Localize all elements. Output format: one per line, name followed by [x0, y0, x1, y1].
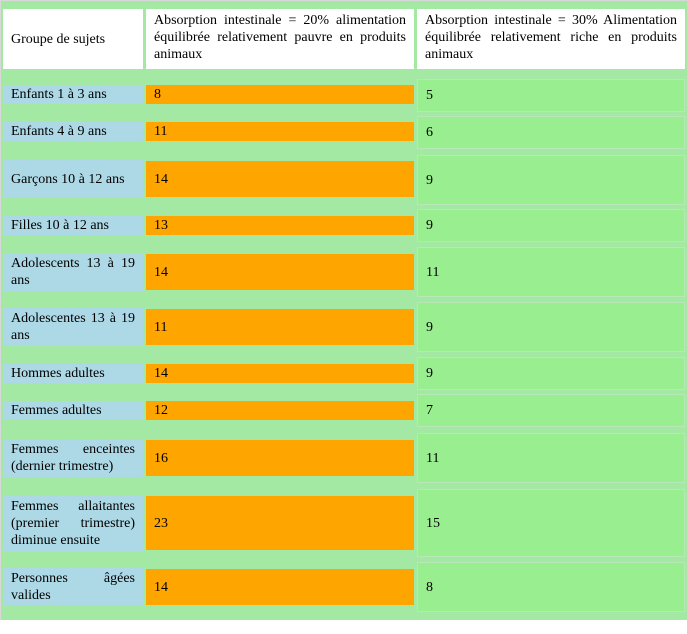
table-row-low: 13	[146, 216, 414, 235]
table-row-low: 23	[146, 496, 414, 550]
table-row-group: Garçons 10 à 12 ans	[3, 160, 143, 198]
low-value: 12	[154, 403, 168, 418]
group-label: Femmes adultes	[11, 403, 102, 418]
table-row-group: Femmes adultes	[3, 401, 143, 420]
table-row-high: 5	[417, 79, 685, 112]
table-row-group: Enfants 1 à 3 ans	[3, 85, 143, 104]
high-value: 9	[426, 218, 433, 233]
table-row-group: Enfants 4 à 9 ans	[3, 122, 143, 141]
table-row-low: 14	[146, 161, 414, 197]
table-row-low: 14	[146, 364, 414, 383]
high-value: 9	[426, 319, 433, 335]
table-row-high: 9	[417, 302, 685, 352]
group-label: Garçons 10 à 12 ans	[11, 171, 125, 187]
table-row-high: 15	[417, 489, 685, 557]
table-row-high: 7	[417, 394, 685, 427]
group-label: Femmes allaitantes (premier trimestre) d…	[11, 498, 135, 548]
table-row-group: Adolescents 13 à 19 ans	[3, 253, 143, 291]
table-row-high: 9	[417, 155, 685, 205]
data-table: Groupe de sujets Absorption intestinale …	[0, 0, 687, 620]
high-value: 5	[426, 88, 433, 103]
high-value: 8	[426, 579, 433, 595]
low-value: 13	[154, 218, 168, 233]
header-high-text: Absorption intestinale = 30% Alimentatio…	[425, 13, 677, 62]
table-row-high: 9	[417, 357, 685, 390]
high-value: 7	[426, 403, 433, 418]
table-row-group: Hommes adultes	[3, 364, 143, 383]
header-low-text: Absorption intestinale = 20% alimentatio…	[154, 13, 406, 62]
table-row-low: 16	[146, 440, 414, 476]
high-value: 15	[426, 515, 440, 531]
table-row-group: Adolescentes 13 à 19 ans	[3, 308, 143, 346]
table-row-high: 6	[417, 116, 685, 149]
low-value: 8	[154, 87, 161, 102]
high-value: 11	[426, 264, 440, 280]
header-group: Groupe de sujets	[3, 9, 143, 69]
low-value: 14	[154, 171, 168, 187]
high-value: 6	[426, 125, 433, 140]
table-row-low: 8	[146, 85, 414, 104]
table-row-low: 14	[146, 569, 414, 605]
table-row-low: 12	[146, 401, 414, 420]
low-value: 16	[154, 450, 168, 466]
table-row-group: Femmes allaitantes (premier trimestre) d…	[3, 495, 143, 551]
group-label: Enfants 1 à 3 ans	[11, 87, 107, 102]
header-high-absorption: Absorption intestinale = 30% Alimentatio…	[417, 9, 685, 69]
table-row-high: 11	[417, 247, 685, 297]
low-value: 14	[154, 579, 168, 595]
low-value: 23	[154, 515, 168, 531]
table-row-high: 11	[417, 433, 685, 483]
table-row-high: 9	[417, 209, 685, 242]
table-row-group: Filles 10 à 12 ans	[3, 216, 143, 235]
group-label: Hommes adultes	[11, 366, 105, 381]
table-row-low: 14	[146, 254, 414, 290]
high-value: 9	[426, 366, 433, 381]
high-value: 11	[426, 450, 440, 466]
low-value: 14	[154, 264, 168, 280]
table-row-high: 8	[417, 562, 685, 612]
group-label: Filles 10 à 12 ans	[11, 218, 109, 233]
high-value: 9	[426, 172, 433, 188]
low-value: 14	[154, 366, 168, 381]
group-label: Personnes âgées valides	[11, 571, 135, 603]
group-label: Femmes enceintes (dernier trimestre)	[11, 442, 135, 474]
table-row-low: 11	[146, 309, 414, 345]
low-value: 11	[154, 319, 168, 335]
group-label: Adolescentes 13 à 19 ans	[11, 311, 135, 343]
group-label: Enfants 4 à 9 ans	[11, 124, 107, 139]
table-row-group: Femmes enceintes (dernier trimestre)	[3, 439, 143, 477]
table-row-group: Personnes âgées valides	[3, 568, 143, 606]
header-group-text: Groupe de sujets	[11, 31, 106, 47]
header-low-absorption: Absorption intestinale = 20% alimentatio…	[146, 9, 414, 69]
low-value: 11	[154, 124, 168, 139]
group-label: Adolescents 13 à 19 ans	[11, 256, 135, 288]
table-row-low: 11	[146, 122, 414, 141]
